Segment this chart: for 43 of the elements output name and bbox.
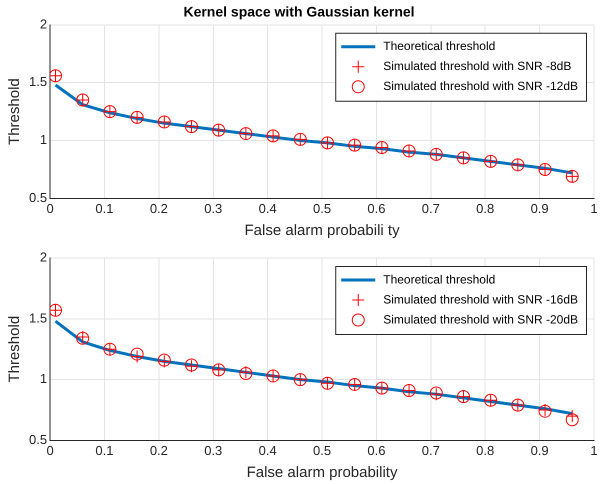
y-tick-label: 2 <box>40 16 48 32</box>
x-tick-label: 0 <box>46 442 54 458</box>
chart-title: Kernel space with Gaussian kernel <box>183 3 415 20</box>
x-tick-label: 0.7 <box>422 200 440 216</box>
y-tick-label: 0.5 <box>28 432 48 447</box>
x-tick-label: 0.2 <box>150 442 168 458</box>
x-axis-title: False alarm probability <box>246 464 398 482</box>
point <box>566 410 579 423</box>
x-tick-label: 0.5 <box>312 442 332 458</box>
x-tick-label: 0 <box>46 200 54 216</box>
y-tick-label: 1 <box>40 371 48 386</box>
point <box>566 413 579 426</box>
y-axis-title: Threshold <box>6 78 24 145</box>
y-tick-label: 0.5 <box>28 190 48 205</box>
y-axis-title: Threshold <box>6 316 24 383</box>
y-tick-label: 1 <box>40 132 48 148</box>
x-axis-title: False alarm probabili ty <box>244 222 400 240</box>
x-tick-label: 0.2 <box>150 200 168 216</box>
x-tick-label: 0.5 <box>312 200 332 216</box>
x-tick-label: 0.1 <box>95 442 114 458</box>
x-tick-label: 1 <box>590 200 598 216</box>
x-tick-label: 0.6 <box>367 200 386 216</box>
x-tick-label: 0.6 <box>367 442 386 458</box>
x-tick-label: 0.9 <box>530 200 549 216</box>
legend-label: Simulated threshold with SNR -20dB <box>383 312 578 326</box>
legend-label: Theoretical threshold <box>383 39 496 54</box>
x-tick-label: 0.3 <box>204 200 222 216</box>
legend-label: Theoretical threshold <box>383 272 496 286</box>
x-tick-label: 0.1 <box>95 200 114 216</box>
x-tick-label: 0.7 <box>422 442 440 458</box>
x-tick-label: 0.9 <box>530 442 549 458</box>
y-tick-label: 1.5 <box>28 310 48 326</box>
legend-label: Simulated threshold with SNR -8dB <box>383 59 572 74</box>
x-tick-label: 0.4 <box>258 200 277 216</box>
legend-label: Simulated threshold with SNR -16dB <box>383 292 578 306</box>
x-tick-label: 1 <box>590 442 598 458</box>
x-tick-label: 0.8 <box>476 442 494 458</box>
y-tick-label: 2 <box>40 250 48 265</box>
x-tick-label: 0.3 <box>204 442 222 458</box>
x-tick-label: 0.8 <box>476 200 494 216</box>
legend-label: Simulated threshold with SNR -12dB <box>383 79 578 94</box>
x-tick-label: 0.4 <box>258 442 277 458</box>
y-tick-label: 1.5 <box>28 74 48 90</box>
